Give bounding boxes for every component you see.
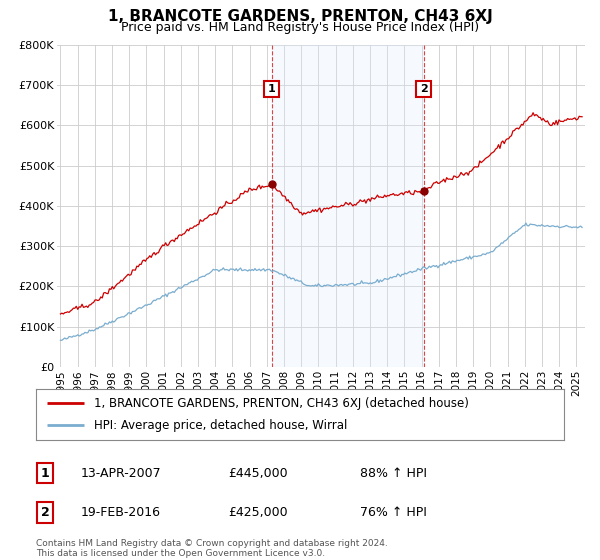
Text: 2: 2 xyxy=(420,84,428,94)
Text: 1, BRANCOTE GARDENS, PRENTON, CH43 6XJ: 1, BRANCOTE GARDENS, PRENTON, CH43 6XJ xyxy=(107,9,493,24)
Text: Contains HM Land Registry data © Crown copyright and database right 2024.
This d: Contains HM Land Registry data © Crown c… xyxy=(36,539,388,558)
Text: Price paid vs. HM Land Registry's House Price Index (HPI): Price paid vs. HM Land Registry's House … xyxy=(121,21,479,34)
Bar xyxy=(272,45,424,367)
Text: £425,000: £425,000 xyxy=(228,506,287,519)
Text: 1: 1 xyxy=(41,466,49,480)
Text: 19-FEB-2016: 19-FEB-2016 xyxy=(81,506,161,519)
Text: 1: 1 xyxy=(268,84,275,94)
Text: 76% ↑ HPI: 76% ↑ HPI xyxy=(360,506,427,519)
Text: £445,000: £445,000 xyxy=(228,466,287,480)
Text: 13-APR-2007: 13-APR-2007 xyxy=(81,466,161,480)
Text: HPI: Average price, detached house, Wirral: HPI: Average price, detached house, Wirr… xyxy=(94,419,347,432)
Text: 1, BRANCOTE GARDENS, PRENTON, CH43 6XJ (detached house): 1, BRANCOTE GARDENS, PRENTON, CH43 6XJ (… xyxy=(94,397,469,410)
Text: 2: 2 xyxy=(41,506,49,519)
Text: 88% ↑ HPI: 88% ↑ HPI xyxy=(360,466,427,480)
